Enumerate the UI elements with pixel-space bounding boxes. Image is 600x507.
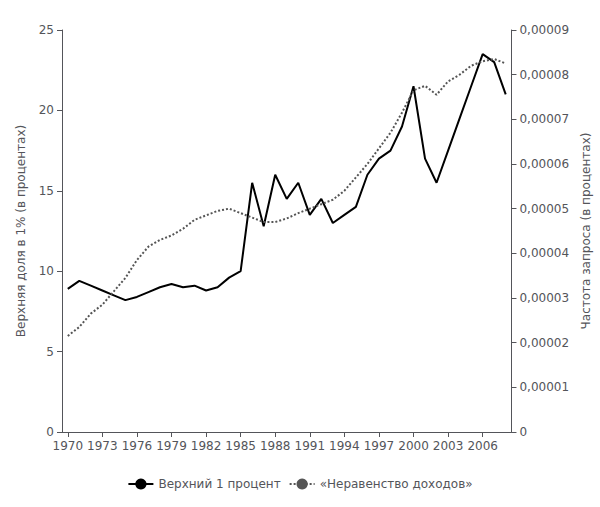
svg-text:1973: 1973	[87, 439, 118, 453]
svg-text:0,00007: 0,00007	[519, 112, 569, 126]
svg-text:0,00004: 0,00004	[519, 246, 569, 260]
svg-text:0,00009: 0,00009	[519, 23, 569, 37]
svg-text:1985: 1985	[225, 439, 256, 453]
svg-text:0,00008: 0,00008	[519, 68, 569, 82]
svg-text:Верхняя доля в 1% (в процентах: Верхняя доля в 1% (в процентах)	[14, 125, 28, 337]
svg-text:0,00002: 0,00002	[519, 336, 569, 350]
svg-text:15: 15	[39, 184, 54, 198]
svg-text:1970: 1970	[52, 439, 83, 453]
svg-text:10: 10	[39, 264, 54, 278]
svg-text:25: 25	[39, 23, 54, 37]
svg-text:Частота запроса (в процентах): Частота запроса (в процентах)	[579, 133, 593, 330]
svg-text:2006: 2006	[467, 439, 498, 453]
svg-text:Верхний 1 процент: Верхний 1 процент	[158, 477, 280, 491]
svg-text:0,00003: 0,00003	[519, 291, 569, 305]
svg-text:20: 20	[39, 103, 54, 117]
svg-text:2003: 2003	[433, 439, 464, 453]
svg-text:0: 0	[46, 425, 54, 439]
svg-text:1979: 1979	[156, 439, 187, 453]
svg-text:1988: 1988	[260, 439, 291, 453]
svg-text:0,00006: 0,00006	[519, 157, 569, 171]
svg-text:2000: 2000	[398, 439, 429, 453]
svg-text:1976: 1976	[122, 439, 153, 453]
svg-text:1991: 1991	[295, 439, 326, 453]
svg-text:5: 5	[46, 345, 54, 359]
svg-text:0: 0	[519, 425, 527, 439]
svg-text:0,00005: 0,00005	[519, 202, 569, 216]
svg-text:0,00001: 0,00001	[519, 380, 569, 394]
svg-text:«Неравенство доходов»: «Неравенство доходов»	[320, 477, 473, 491]
svg-text:1994: 1994	[329, 439, 360, 453]
svg-text:1997: 1997	[364, 439, 395, 453]
svg-text:1982: 1982	[191, 439, 222, 453]
